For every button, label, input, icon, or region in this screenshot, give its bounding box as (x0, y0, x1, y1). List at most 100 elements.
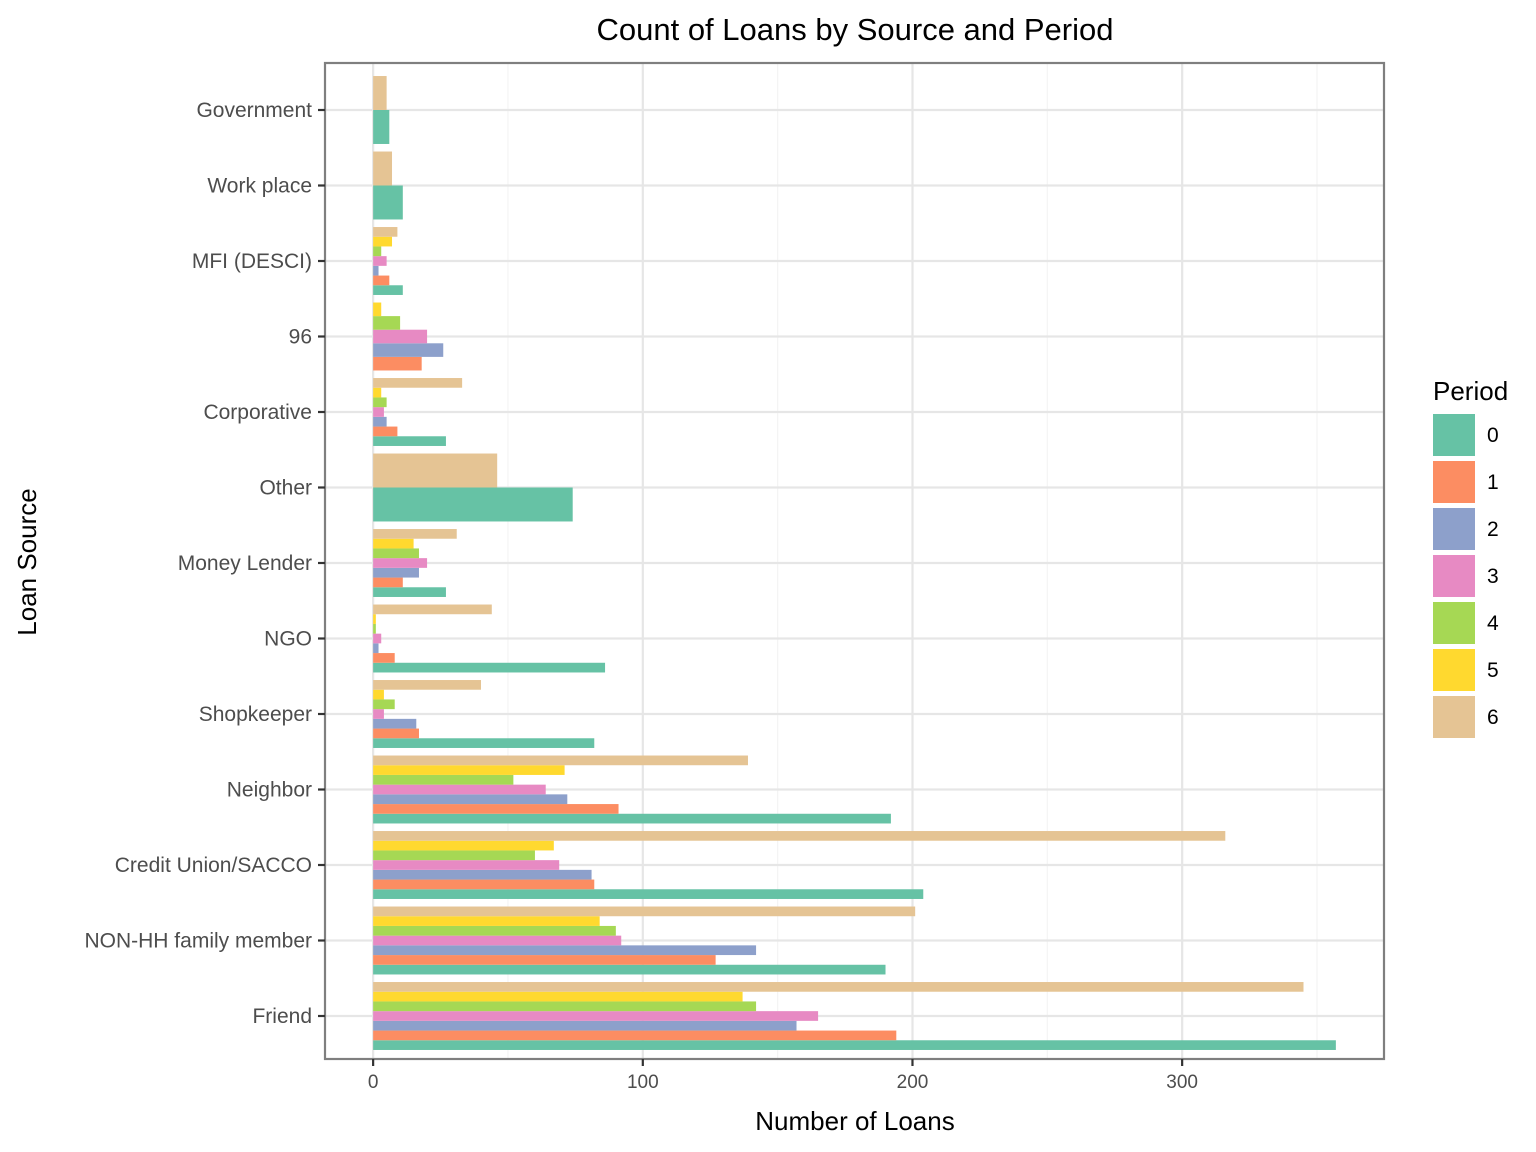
y-tick-label: Government (196, 99, 312, 122)
legend-label-4: 4 (1487, 612, 1499, 635)
bar-non-hh-family-member-period-6 (373, 906, 916, 917)
bar-corporative-period-1 (373, 426, 398, 437)
bar-mfi-desci--period-6 (373, 227, 398, 237)
y-tick-label: Work place (207, 175, 312, 198)
x-axis: 0 100 200 300 (368, 1059, 1198, 1093)
y-tick-label: MFI (DESCI) (192, 250, 312, 273)
bar-96-period-4 (373, 316, 401, 330)
bar-mfi-desci--period-4 (373, 246, 382, 257)
bar-money-lender-period-0 (373, 587, 446, 597)
legend-swatch-3 (1433, 555, 1475, 597)
y-tick-label: Friend (252, 1005, 312, 1028)
bar-shopkeeper-period-5 (373, 689, 384, 700)
legend-label-1: 1 (1487, 471, 1499, 494)
bar-neighbor-period-0 (373, 813, 891, 824)
legend-title: Period (1433, 376, 1508, 406)
bar-neighbor-period-3 (373, 784, 546, 795)
bar-credit-union-sacco-period-3 (373, 860, 560, 870)
bar-friend-period-0 (373, 1040, 1336, 1050)
bar-shopkeeper-period-3 (373, 709, 384, 719)
bar-corporative-period-5 (373, 387, 382, 398)
bar-shopkeeper-period-2 (373, 718, 417, 729)
bar-neighbor-period-6 (373, 755, 748, 766)
legend-swatch-1 (1433, 461, 1475, 503)
bar-corporative-period-4 (373, 397, 387, 408)
x-tick-label: 0 (368, 1072, 379, 1093)
bar-96-period-2 (373, 343, 444, 357)
bar-non-hh-family-member-period-5 (373, 916, 600, 926)
x-tick-label: 300 (1166, 1072, 1198, 1093)
bar-friend-period-3 (373, 1011, 819, 1021)
bar-mfi-desci--period-2 (373, 265, 379, 276)
y-axis-title: Loan Source (12, 488, 42, 635)
bar-credit-union-sacco-period-2 (373, 869, 592, 880)
bar-friend-period-6 (373, 982, 1304, 992)
bar-money-lender-period-1 (373, 577, 403, 588)
legend-swatch-0 (1433, 414, 1475, 456)
bar-friend-period-5 (373, 991, 743, 1002)
bar-work-place-period-0 (373, 185, 403, 220)
y-tick-label: Shopkeeper (199, 703, 312, 726)
bar-neighbor-period-1 (373, 804, 619, 814)
bar-96-period-5 (373, 302, 382, 317)
y-tick-label: Credit Union/SACCO (115, 854, 312, 877)
legend-swatch-5 (1433, 649, 1475, 691)
bar-shopkeeper-period-6 (373, 680, 482, 690)
bar-money-lender-period-5 (373, 538, 414, 549)
bar-corporative-period-2 (373, 416, 387, 427)
bar-neighbor-period-4 (373, 774, 514, 785)
y-tick-label: Corporative (203, 401, 312, 424)
legend-label-6: 6 (1487, 706, 1499, 729)
y-tick-label: Other (259, 477, 312, 500)
bar-mfi-desci--period-0 (373, 285, 403, 295)
bar-money-lender-period-4 (373, 548, 419, 559)
bar-neighbor-period-5 (373, 765, 565, 775)
y-axis: Government Work place MFI (DESCI) 96 Corpora… (84, 99, 325, 1028)
bar-government-period-6 (373, 76, 387, 110)
legend-swatch-2 (1433, 508, 1475, 550)
bars (373, 76, 1336, 1050)
bar-friend-period-2 (373, 1020, 797, 1031)
grid-lines (325, 63, 1384, 1059)
bar-ngo-period-1 (373, 653, 395, 663)
bar-non-hh-family-member-period-3 (373, 935, 622, 946)
bar-shopkeeper-period-1 (373, 728, 419, 739)
bar-corporative-period-0 (373, 436, 446, 446)
legend: Period 0 1 2 3 4 5 6 (1433, 376, 1508, 738)
legend-label-3: 3 (1487, 565, 1499, 588)
bar-shopkeeper-period-0 (373, 738, 595, 748)
bar-other-period-6 (373, 453, 498, 488)
bar-credit-union-sacco-period-6 (373, 831, 1226, 841)
y-tick-label: Money Lender (178, 552, 312, 575)
panel-border (323, 61, 1386, 1061)
bar-work-place-period-6 (373, 151, 393, 186)
y-tick-label: NGO (264, 628, 312, 651)
bar-other-period-0 (373, 487, 573, 522)
bar-credit-union-sacco-period-1 (373, 879, 595, 890)
y-tick-label: Neighbor (227, 779, 312, 802)
bar-money-lender-period-3 (373, 558, 428, 568)
legend-label-5: 5 (1487, 659, 1499, 682)
bar-non-hh-family-member-period-4 (373, 925, 616, 936)
bar-shopkeeper-period-4 (373, 699, 395, 710)
x-axis-title: Number of Loans (755, 1106, 954, 1136)
bar-ngo-period-2 (373, 643, 379, 654)
bar-96-period-3 (373, 329, 428, 344)
bar-government-period-0 (373, 110, 390, 144)
bar-ngo-period-0 (373, 662, 606, 673)
bar-non-hh-family-member-period-0 (373, 964, 886, 975)
bar-credit-union-sacco-period-5 (373, 840, 554, 851)
bar-ngo-period-4 (373, 623, 376, 634)
x-tick-label: 100 (627, 1072, 659, 1093)
bar-friend-period-1 (373, 1030, 897, 1041)
bar-credit-union-sacco-period-0 (373, 889, 924, 899)
bar-friend-period-4 (373, 1001, 757, 1012)
x-tick-label: 200 (897, 1072, 929, 1093)
bar-money-lender-period-6 (373, 529, 457, 539)
bar-ngo-period-5 (373, 614, 376, 624)
bar-non-hh-family-member-period-1 (373, 955, 716, 965)
bar-ngo-period-6 (373, 604, 492, 615)
y-tick-label: NON-HH family member (84, 930, 312, 953)
legend-label-0: 0 (1487, 424, 1499, 447)
